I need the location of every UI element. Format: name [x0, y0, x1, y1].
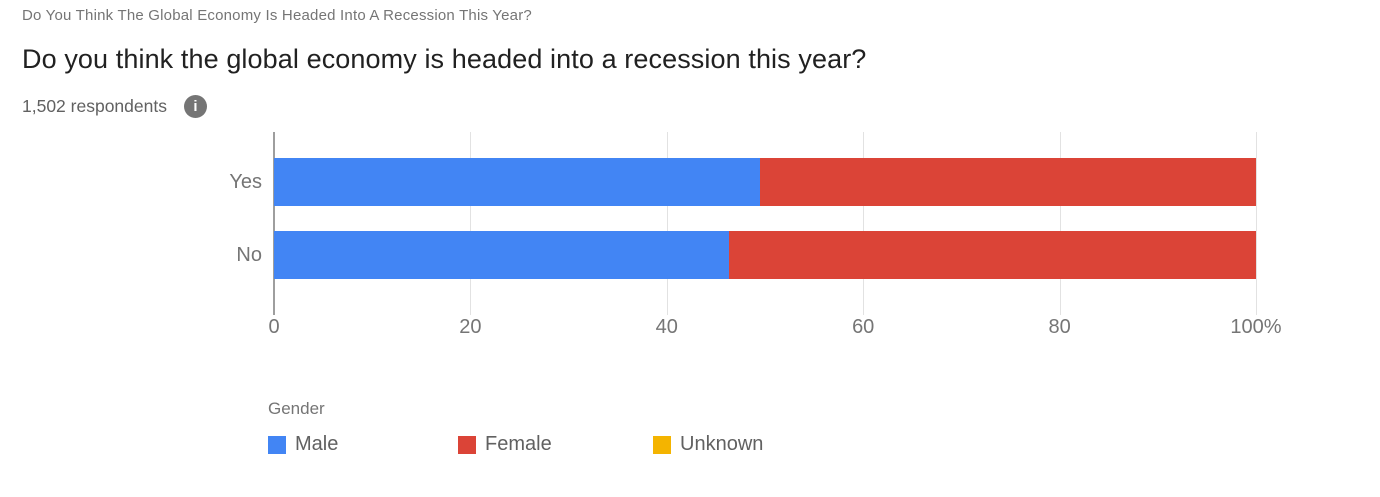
- respondents-count: 1,502 respondents: [22, 96, 167, 116]
- legend-swatch-unknown: [653, 435, 671, 454]
- x-tick-label-40: 40: [655, 316, 678, 338]
- bar-chart: Yes No: [0, 132, 1380, 315]
- x-tick-label-100: 100%: [1230, 316, 1282, 338]
- gridline-20: [470, 132, 472, 315]
- respondents-row: 1,502 respondents i: [22, 95, 207, 118]
- question-pretitle: Do You Think The Global Economy Is Heade…: [22, 7, 532, 24]
- bar-segment-no-male[interactable]: [274, 231, 729, 279]
- legend-title: Gender: [268, 399, 325, 418]
- bar-yes: [274, 158, 1256, 206]
- bar-segment-no-female[interactable]: [728, 231, 1256, 279]
- x-axis-ticks: 0 20 40 60 80 100%: [268, 316, 1281, 346]
- gridline-60: [863, 132, 865, 315]
- bar-segment-yes-female[interactable]: [760, 158, 1256, 206]
- legend-label-male: Male: [295, 433, 339, 455]
- info-icon[interactable]: i: [183, 95, 207, 118]
- legend-label-female: Female: [485, 433, 552, 455]
- y-axis-line: [273, 132, 275, 315]
- plot-area: [273, 132, 1257, 315]
- legend: Male Female Unknown: [0, 433, 1380, 463]
- x-tick-label-80: 80: [1048, 316, 1071, 338]
- legend-swatch-male: [268, 435, 286, 454]
- legend-label-unknown: Unknown: [680, 433, 764, 455]
- category-label-yes: Yes: [229, 171, 262, 193]
- gridline-100: [1256, 132, 1257, 315]
- page-title: Do you think the global economy is heade…: [22, 44, 867, 74]
- x-tick-label-20: 20: [459, 316, 482, 338]
- bar-segment-yes-male[interactable]: [274, 158, 761, 206]
- legend-entry-female: Female: [458, 433, 552, 456]
- legend-entry-male: Male: [268, 433, 338, 456]
- gridline-40: [666, 132, 668, 315]
- category-label-no: No: [236, 244, 262, 266]
- legend-swatch-female: [458, 435, 476, 454]
- gridline-80: [1059, 132, 1061, 315]
- bar-no: [274, 231, 1256, 279]
- legend-entry-unknown: Unknown: [653, 433, 763, 456]
- x-tick-label-60: 60: [852, 316, 875, 338]
- x-tick-label-0: 0: [268, 316, 280, 338]
